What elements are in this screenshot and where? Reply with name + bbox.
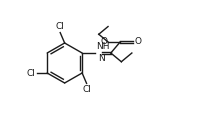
Text: Cl: Cl <box>55 22 64 31</box>
Text: O: O <box>100 38 107 46</box>
Text: Cl: Cl <box>83 85 92 94</box>
Text: NH: NH <box>96 42 109 51</box>
Text: O: O <box>134 38 141 46</box>
Text: Cl: Cl <box>26 68 35 78</box>
Text: N: N <box>98 54 105 63</box>
